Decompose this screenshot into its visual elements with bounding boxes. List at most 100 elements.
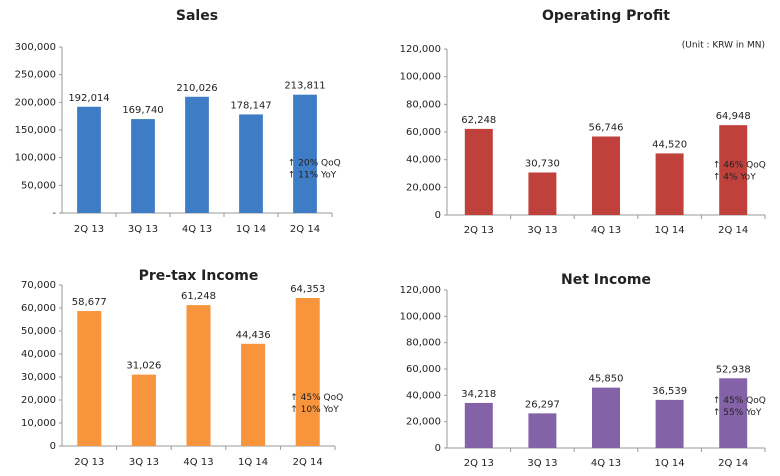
- y-tick-label: 30,000: [21, 372, 56, 383]
- y-tick-label: 300,000: [15, 42, 56, 53]
- y-tick-label: 100,000: [15, 153, 56, 164]
- x-tick-label: 3Q 13: [527, 458, 557, 469]
- value-label: 58,677: [72, 297, 107, 308]
- unit-note: (Unit : KRW in MN): [682, 41, 765, 51]
- y-tick-label: -: [52, 208, 56, 219]
- x-tick-label: 1Q 14: [655, 225, 685, 236]
- x-tick-label: 2Q 13: [74, 457, 104, 468]
- x-tick-label: 2Q 14: [293, 457, 323, 468]
- y-tick-label: 50,000: [21, 326, 56, 337]
- bar: [719, 125, 748, 215]
- x-tick-label: 4Q 13: [591, 458, 621, 469]
- bar: [592, 387, 620, 448]
- bar: [131, 374, 156, 446]
- value-label: 44,520: [652, 139, 687, 150]
- y-tick-label: 60,000: [21, 303, 56, 314]
- x-tick-label: 2Q 13: [464, 458, 494, 469]
- chart-title: Pre-tax Income: [139, 268, 259, 284]
- y-tick-label: 100,000: [400, 72, 441, 83]
- x-tick-label: 2Q 14: [718, 458, 748, 469]
- value-label: 56,746: [589, 123, 624, 134]
- y-tick-label: 120,000: [400, 44, 441, 55]
- annotation: ↑ 10% YoY: [290, 405, 339, 415]
- value-label: 31,026: [126, 361, 161, 372]
- x-tick-label: 3Q 13: [527, 225, 557, 236]
- y-tick-label: 250,000: [15, 70, 56, 81]
- y-tick-label: 80,000: [406, 338, 441, 349]
- y-tick-label: 60,000: [406, 364, 441, 375]
- chart-title: Net Income: [561, 272, 651, 288]
- bar: [719, 378, 748, 448]
- y-tick-label: 0: [435, 443, 441, 454]
- annotation: ↑ 55% YoY: [713, 408, 762, 418]
- bar: [241, 343, 266, 446]
- x-tick-label: 1Q 14: [236, 224, 266, 235]
- y-tick-label: 20,000: [406, 182, 441, 193]
- x-tick-label: 2Q 13: [74, 224, 104, 235]
- value-label: 45,850: [589, 374, 624, 385]
- y-tick-label: 40,000: [406, 155, 441, 166]
- bar: [186, 305, 211, 446]
- y-tick-label: 0: [435, 210, 441, 221]
- bar: [185, 96, 209, 213]
- y-tick-label: 80,000: [406, 99, 441, 110]
- bar: [464, 402, 493, 448]
- value-label: 36,539: [652, 386, 687, 397]
- bar: [77, 106, 101, 213]
- bar: [528, 413, 557, 448]
- annotation: ↑ 45% QoQ: [713, 396, 766, 406]
- bar: [464, 128, 493, 215]
- x-tick-label: 2Q 13: [464, 225, 494, 236]
- value-label: 192,014: [68, 93, 109, 104]
- x-tick-label: 2Q 14: [290, 224, 320, 235]
- annotation: ↑ 45% QoQ: [290, 393, 343, 403]
- value-label: 62,248: [461, 115, 496, 126]
- value-label: 52,938: [716, 364, 751, 375]
- bar: [528, 172, 557, 215]
- y-tick-label: 50,000: [21, 180, 56, 191]
- y-tick-label: 120,000: [400, 285, 441, 296]
- bar: [592, 136, 620, 215]
- bar: [131, 119, 155, 213]
- bar: [655, 399, 684, 448]
- annotation: ↑ 4% YoY: [713, 173, 756, 183]
- y-tick-label: 0: [50, 441, 56, 452]
- value-label: 61,248: [181, 291, 216, 302]
- annotation: ↑ 20% QoQ: [288, 159, 341, 169]
- value-label: 213,811: [284, 81, 325, 92]
- x-tick-label: 1Q 14: [238, 457, 268, 468]
- bar: [77, 311, 102, 446]
- x-tick-label: 2Q 14: [718, 225, 748, 236]
- chart-title: Sales: [176, 8, 218, 24]
- y-tick-label: 150,000: [15, 125, 56, 136]
- x-tick-label: 3Q 13: [129, 457, 159, 468]
- y-tick-label: 20,000: [21, 395, 56, 406]
- y-tick-label: 20,000: [406, 417, 441, 428]
- value-label: 64,948: [716, 111, 751, 122]
- y-tick-label: 60,000: [406, 127, 441, 138]
- bar: [293, 94, 317, 213]
- y-tick-label: 10,000: [21, 418, 56, 429]
- y-tick-label: 40,000: [21, 349, 56, 360]
- value-label: 64,353: [290, 284, 325, 295]
- x-tick-label: 4Q 13: [591, 225, 621, 236]
- value-label: 178,147: [230, 100, 271, 111]
- annotation: ↑ 46% QoQ: [713, 161, 766, 171]
- value-label: 44,436: [236, 330, 271, 341]
- value-label: 210,026: [176, 83, 217, 94]
- value-label: 26,297: [525, 399, 560, 410]
- value-label: 30,730: [525, 158, 560, 169]
- x-tick-label: 3Q 13: [128, 224, 158, 235]
- bar: [655, 153, 684, 215]
- value-label: 34,218: [461, 389, 496, 400]
- y-tick-label: 200,000: [15, 97, 56, 108]
- y-tick-label: 40,000: [406, 390, 441, 401]
- value-label: 169,740: [122, 105, 163, 116]
- annotation: ↑ 11% YoY: [288, 171, 337, 181]
- bar: [295, 297, 320, 446]
- bar: [239, 114, 263, 213]
- x-tick-label: 4Q 13: [182, 224, 212, 235]
- y-tick-label: 100,000: [400, 311, 441, 322]
- x-tick-label: 4Q 13: [183, 457, 213, 468]
